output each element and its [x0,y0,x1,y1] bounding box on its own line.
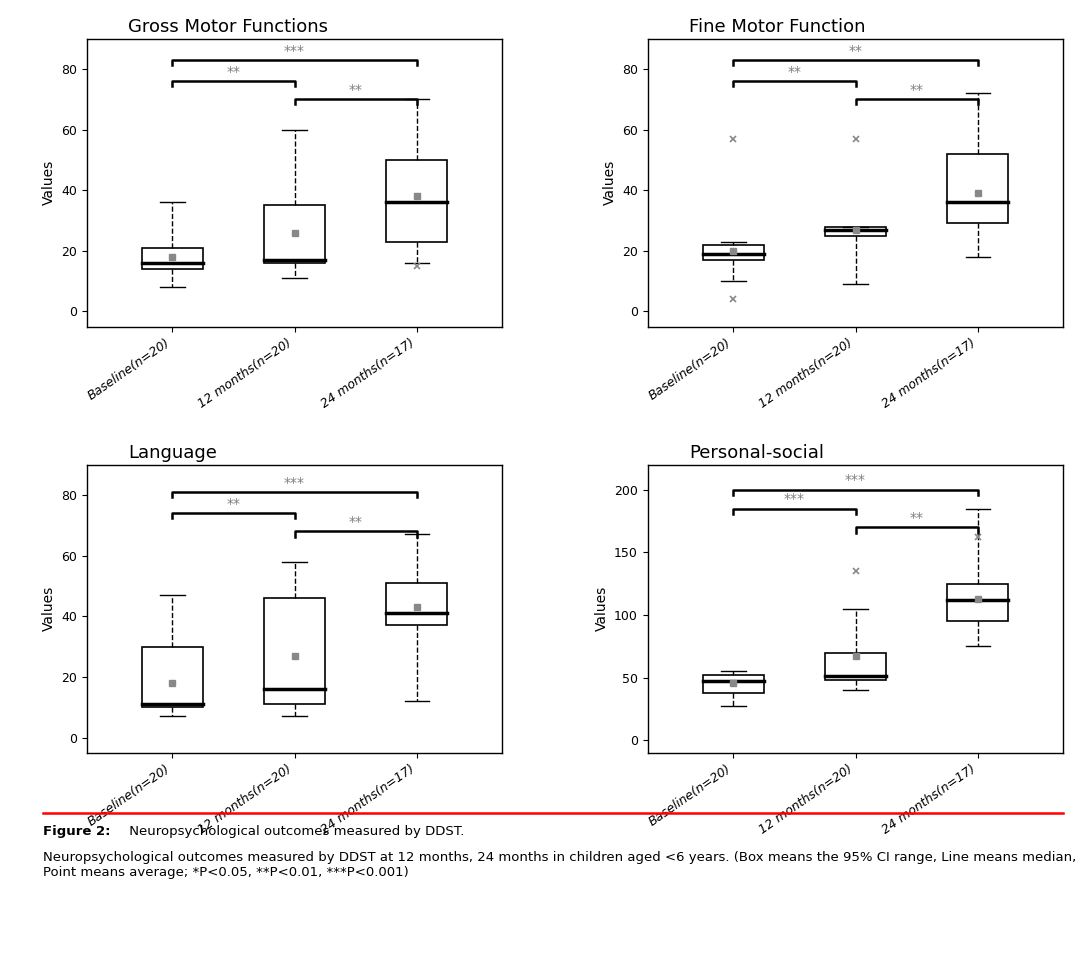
Text: **: ** [909,511,923,525]
Text: **: ** [848,43,863,58]
Bar [703,676,764,693]
Bar [386,583,447,625]
Text: Language: Language [128,444,217,462]
Text: Figure 2:: Figure 2: [43,825,111,838]
Y-axis label: Values: Values [41,586,55,631]
Bar [264,206,325,262]
Bar [825,227,886,235]
Text: Neuropsychological outcomes measured by DDST at 12 months, 24 months in children: Neuropsychological outcomes measured by … [43,851,1076,879]
Bar [947,153,1008,224]
Bar [142,248,203,269]
Bar [947,584,1008,621]
Text: **: ** [227,65,241,79]
Text: **: ** [788,65,802,79]
Y-axis label: Values: Values [41,160,55,206]
Bar [703,245,764,260]
Y-axis label: Values: Values [602,160,616,206]
Text: **: ** [348,515,362,529]
Text: ***: *** [284,43,305,58]
Y-axis label: Values: Values [595,586,609,631]
Text: **: ** [909,83,923,96]
Text: **: ** [348,83,362,96]
Text: Neuropsychological outcomes measured by DDST.: Neuropsychological outcomes measured by … [125,825,464,838]
Text: **: ** [227,497,241,510]
Bar [264,598,325,704]
Bar [825,652,886,680]
Bar [142,647,203,707]
Bar [386,160,447,241]
Text: ***: *** [784,492,805,507]
Text: Personal-social: Personal-social [689,444,825,462]
Text: Gross Motor Functions: Gross Motor Functions [128,17,329,36]
Text: ***: *** [845,474,866,487]
Text: Fine Motor Function: Fine Motor Function [689,17,866,36]
Text: ***: *** [284,476,305,489]
